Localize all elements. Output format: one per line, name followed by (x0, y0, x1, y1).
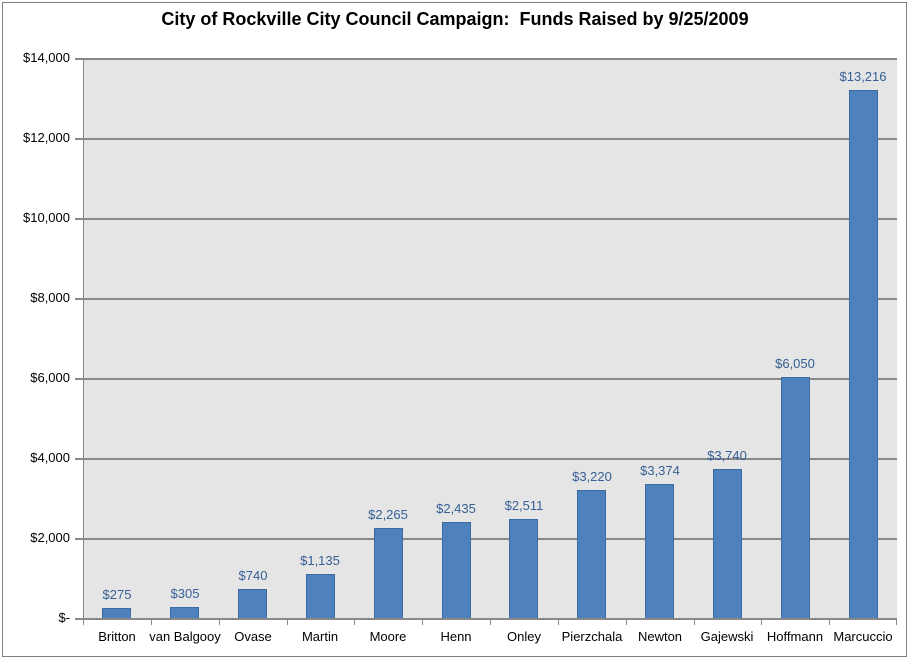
gridline (83, 58, 897, 60)
x-axis-tick (83, 619, 84, 625)
y-axis-label: $- (58, 610, 70, 625)
y-axis-label: $4,000 (30, 450, 70, 465)
y-axis-label: $12,000 (23, 130, 70, 145)
gridline (83, 298, 897, 300)
gridline (83, 138, 897, 140)
x-axis-label: Martin (301, 629, 339, 644)
bar-value-label: $6,050 (775, 356, 815, 371)
bar-pierzchala (577, 490, 606, 619)
x-axis-tick (422, 619, 423, 625)
x-axis-label: Gajewski (700, 629, 754, 644)
bar-ovase (238, 589, 267, 619)
x-axis-tick (490, 619, 491, 625)
bar-value-label: $275 (102, 587, 132, 602)
bar-martin (306, 574, 335, 619)
bar-value-label: $2,265 (368, 507, 408, 522)
x-axis-tick (151, 619, 152, 625)
bar-value-label: $305 (170, 586, 200, 601)
bar-henn (442, 522, 471, 619)
bar-onley (509, 519, 538, 619)
y-axis-tick (75, 618, 83, 620)
y-axis-tick (75, 538, 83, 540)
bar-moore (374, 528, 403, 619)
x-axis-tick (287, 619, 288, 625)
bar-value-label: $3,374 (640, 463, 680, 478)
x-axis-tick (694, 619, 695, 625)
bar-value-label: $2,435 (436, 501, 476, 516)
x-axis-label: Henn (440, 629, 472, 644)
y-axis-tick (75, 58, 83, 60)
bar-marcuccio (849, 90, 878, 619)
bar-hoffmann (781, 377, 810, 619)
x-axis-tick (354, 619, 355, 625)
bar-value-label: $3,740 (707, 448, 747, 463)
y-axis-label: $14,000 (23, 50, 70, 65)
plot-area (83, 59, 897, 619)
x-axis-tick (761, 619, 762, 625)
bar-value-label: $3,220 (572, 469, 612, 484)
y-axis-tick (75, 218, 83, 220)
y-axis-label: $10,000 (23, 210, 70, 225)
x-axis-label: Pierzchala (561, 629, 623, 644)
x-axis-label: Newton (637, 629, 683, 644)
y-axis-tick (75, 378, 83, 380)
gridline (83, 458, 897, 460)
x-axis-label: Moore (369, 629, 407, 644)
x-axis-tick (558, 619, 559, 625)
y-axis-label: $6,000 (30, 370, 70, 385)
x-axis-tick (896, 619, 897, 625)
x-axis-line (83, 618, 897, 620)
x-axis-label: Onley (507, 629, 541, 644)
x-axis-label: van Balgooy (149, 629, 221, 644)
x-axis-tick (219, 619, 220, 625)
x-axis-label: Hoffmann (766, 629, 824, 644)
y-axis-label: $2,000 (30, 530, 70, 545)
gridline (83, 538, 897, 540)
x-axis-tick (829, 619, 830, 625)
x-axis-label: Marcuccio (833, 629, 893, 644)
gridline (83, 218, 897, 220)
x-axis-label: Ovase (234, 629, 272, 644)
y-axis-tick (75, 298, 83, 300)
y-axis-tick (75, 138, 83, 140)
x-axis-tick (626, 619, 627, 625)
gridline (83, 378, 897, 380)
bar-value-label: $2,511 (504, 498, 544, 513)
bar-gajewski (713, 469, 742, 619)
chart-title: City of Rockville City Council Campaign:… (161, 9, 749, 29)
bar-newton (645, 484, 674, 619)
y-axis-label: $8,000 (30, 290, 70, 305)
x-axis-label: Britton (98, 629, 136, 644)
bar-value-label: $1,135 (300, 553, 340, 568)
bar-value-label: $13,216 (839, 69, 887, 84)
y-axis-tick (75, 458, 83, 460)
bar-value-label: $740 (238, 568, 268, 583)
